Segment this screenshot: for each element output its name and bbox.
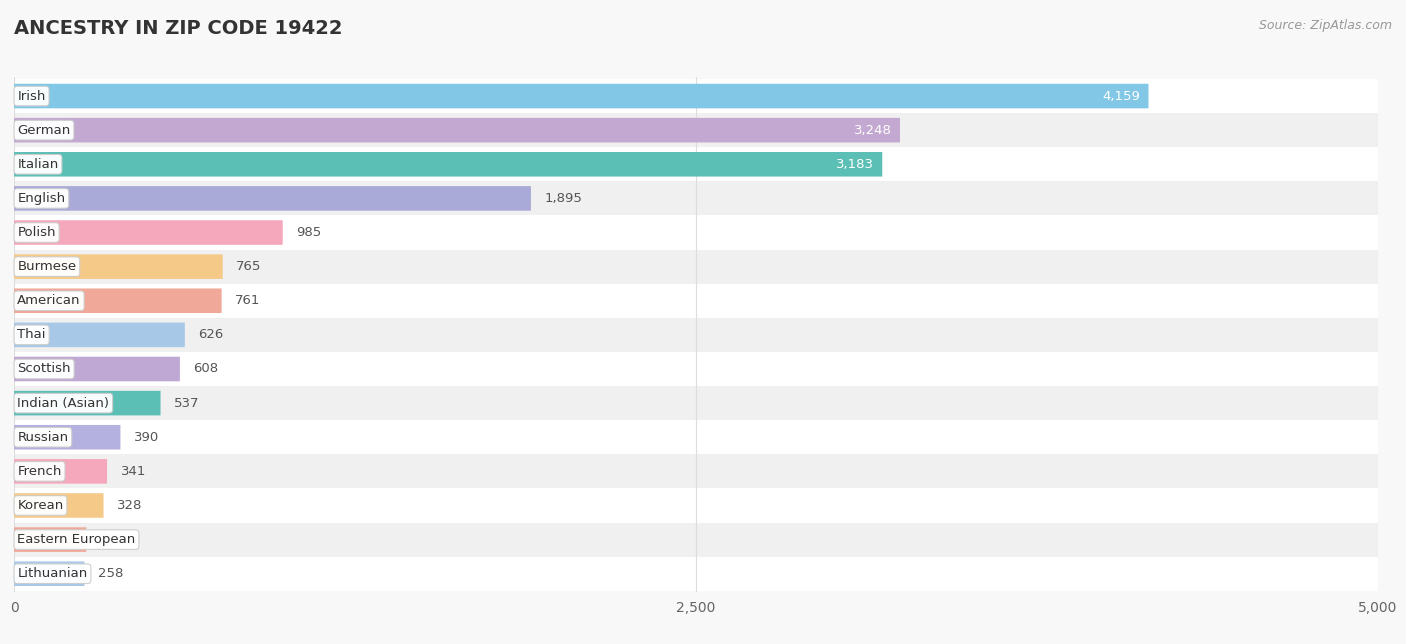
FancyBboxPatch shape [14,323,184,347]
Text: 537: 537 [174,397,200,410]
Text: 258: 258 [98,567,124,580]
Text: Scottish: Scottish [17,363,70,375]
Text: 765: 765 [236,260,262,273]
FancyBboxPatch shape [14,527,86,552]
FancyBboxPatch shape [14,152,883,176]
Bar [14,318,1378,352]
Text: 265: 265 [100,533,125,546]
Bar [14,79,1378,113]
Bar [14,420,1378,454]
Bar [14,488,1378,522]
Text: Korean: Korean [17,499,63,512]
FancyBboxPatch shape [14,220,283,245]
Bar [14,284,1378,318]
Text: 626: 626 [198,328,224,341]
Text: 1,895: 1,895 [544,192,582,205]
Text: Russian: Russian [17,431,69,444]
Text: 761: 761 [235,294,260,307]
Text: Eastern European: Eastern European [17,533,135,546]
Text: Polish: Polish [17,226,56,239]
Bar [14,556,1378,591]
Bar [14,182,1378,216]
Bar [14,386,1378,420]
FancyBboxPatch shape [14,84,1149,108]
FancyBboxPatch shape [14,459,107,484]
Text: 341: 341 [121,465,146,478]
Text: Source: ZipAtlas.com: Source: ZipAtlas.com [1258,19,1392,32]
Text: 4,159: 4,159 [1102,90,1140,102]
Text: 390: 390 [134,431,159,444]
Text: Indian (Asian): Indian (Asian) [17,397,110,410]
Bar [14,147,1378,182]
FancyBboxPatch shape [14,186,531,211]
FancyBboxPatch shape [14,118,900,142]
Text: 328: 328 [117,499,142,512]
Text: Italian: Italian [17,158,59,171]
Bar [14,352,1378,386]
Text: Thai: Thai [17,328,46,341]
FancyBboxPatch shape [14,493,104,518]
Bar [14,454,1378,488]
Text: Lithuanian: Lithuanian [17,567,87,580]
Text: Irish: Irish [17,90,46,102]
Bar [14,522,1378,556]
Text: French: French [17,465,62,478]
FancyBboxPatch shape [14,562,84,586]
Text: 3,248: 3,248 [853,124,891,137]
FancyBboxPatch shape [14,289,222,313]
Bar [14,113,1378,147]
Text: American: American [17,294,80,307]
Text: 3,183: 3,183 [837,158,875,171]
Text: English: English [17,192,66,205]
Text: 608: 608 [194,363,219,375]
Text: 985: 985 [297,226,322,239]
FancyBboxPatch shape [14,391,160,415]
FancyBboxPatch shape [14,357,180,381]
Bar [14,216,1378,250]
FancyBboxPatch shape [14,425,121,450]
FancyBboxPatch shape [14,254,222,279]
Text: Burmese: Burmese [17,260,76,273]
Text: ANCESTRY IN ZIP CODE 19422: ANCESTRY IN ZIP CODE 19422 [14,19,343,39]
Bar [14,250,1378,284]
Text: German: German [17,124,70,137]
